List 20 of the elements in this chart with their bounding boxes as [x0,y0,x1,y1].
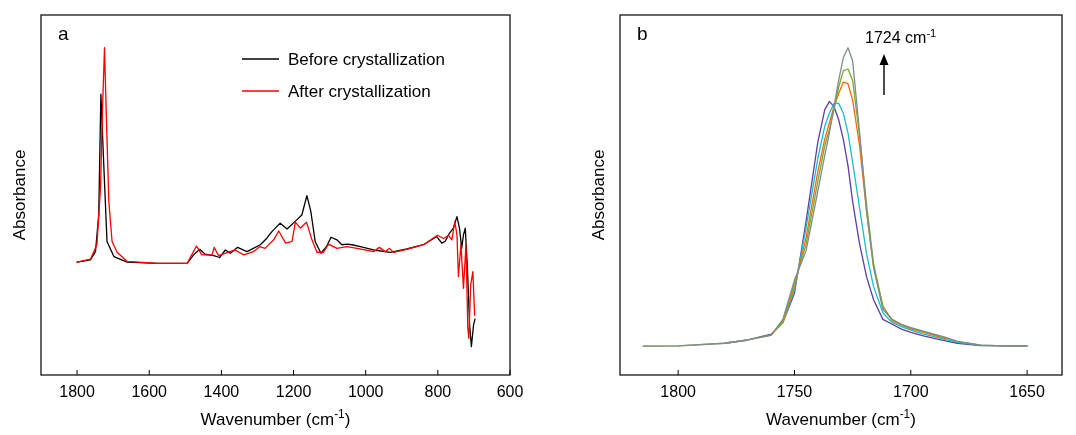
y-axis-title: Absorbance [10,149,29,241]
legend-label: Before crystallization [288,50,445,69]
x-tick-label: 1200 [275,383,312,400]
x-tick-label: 600 [496,383,524,400]
x-tick-label: 800 [424,383,452,400]
x-tick-label: 1750 [776,383,813,400]
x-tick-label: 1400 [203,383,240,400]
x-tick-label: 1800 [660,383,697,400]
chart-title: b [637,23,648,44]
x-tick-label: 1700 [892,383,929,400]
chart-title: a [58,23,69,44]
x-tick-label: 1600 [131,383,168,400]
x-tick-label: 1000 [347,383,384,400]
text: 1724 cm$^{-1}$ [865,27,937,46]
x-axis-title: Wavenumber (cm$^{-1}$) [200,407,351,429]
x-axis-title: Wavenumber (cm$^{-1}$) [766,407,916,429]
y-axis-title: Absorbance [589,149,608,241]
legend-label: After crystallization [288,82,431,101]
x-tick-label: 1800 [59,383,95,400]
x-tick-label: 1650 [1009,383,1045,400]
